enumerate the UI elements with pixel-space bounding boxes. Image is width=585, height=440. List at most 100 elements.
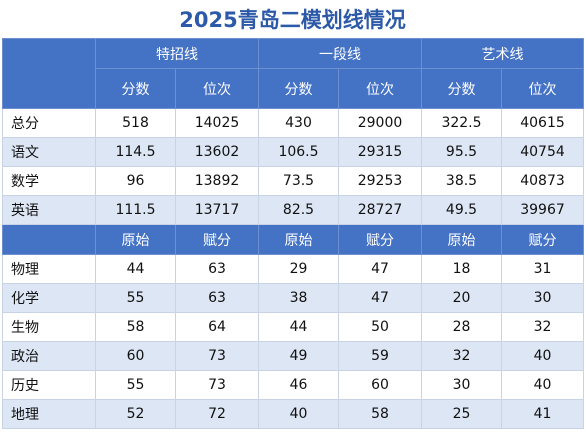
table-cell: 18 (421, 254, 502, 284)
score-table: 特招线 一段线 艺术线 分数 位次 分数 位次 分数 位次 总分 518 14025… (2, 38, 584, 429)
table-cell: 40754 (501, 137, 584, 167)
table-cell: 44 (258, 312, 339, 342)
table-cell: 58 (338, 399, 422, 429)
row-label: 历史 (2, 370, 96, 400)
sub-header: 位次 (501, 68, 584, 109)
table-cell: 29253 (338, 166, 422, 196)
table-cell: 73 (175, 341, 259, 371)
row-label: 地理 (2, 399, 96, 429)
table-cell: 13892 (175, 166, 259, 196)
table-cell: 39967 (501, 195, 584, 225)
row-label: 生物 (2, 312, 96, 342)
table-cell: 25 (421, 399, 502, 429)
table-cell: 32 (421, 341, 502, 371)
corner-cell (2, 38, 96, 109)
row-label: 数学 (2, 166, 96, 196)
group-header-row: 特招线 一段线 艺术线 (2, 38, 584, 109)
table-cell: 518 (95, 108, 176, 138)
table-cell: 114.5 (95, 137, 176, 167)
table-cell: 322.5 (421, 108, 502, 138)
table-cell: 63 (175, 283, 259, 313)
table-row: 政治 60 73 49 59 32 40 (2, 341, 584, 371)
table-row: 物理 44 63 29 47 18 31 (2, 254, 584, 284)
table-cell: 49.5 (421, 195, 502, 225)
table-cell: 28 (421, 312, 502, 342)
table-row: 历史 55 73 46 60 30 40 (2, 370, 584, 400)
group-header: 特招线 (95, 38, 259, 69)
row-label: 总分 (2, 108, 96, 138)
table-row: 地理 52 72 40 58 25 41 (2, 399, 584, 429)
table-cell: 430 (258, 108, 339, 138)
table-cell: 40 (258, 399, 339, 429)
row-label: 化学 (2, 283, 96, 313)
table-cell: 55 (95, 283, 176, 313)
table-cell: 59 (338, 341, 422, 371)
table-row: 英语 111.5 13717 82.5 28727 49.5 39967 (2, 195, 584, 225)
table-cell: 72 (175, 399, 259, 429)
table-cell: 41 (501, 399, 584, 429)
table-cell: 40873 (501, 166, 584, 196)
table-cell: 111.5 (95, 195, 176, 225)
sub-header-row: 分数 位次 分数 位次 分数 位次 (3, 68, 584, 109)
table-cell: 32 (501, 312, 584, 342)
sub-header-row: 原始 赋分 原始 赋分 原始 赋分 (2, 224, 584, 255)
row-label: 政治 (2, 341, 96, 371)
sub-header: 赋分 (501, 224, 584, 255)
table-cell: 30 (421, 370, 502, 400)
table-cell: 60 (338, 370, 422, 400)
table-cell: 47 (338, 283, 422, 313)
row-label: 语文 (2, 137, 96, 167)
table-row: 化学 55 63 38 47 20 30 (2, 283, 584, 313)
table-cell: 20 (421, 283, 502, 313)
table-cell: 40615 (501, 108, 584, 138)
sub-header: 原始 (95, 224, 176, 255)
row-label: 英语 (2, 195, 96, 225)
row-label: 物理 (2, 254, 96, 284)
table-cell: 95.5 (421, 137, 502, 167)
table-cell: 55 (95, 370, 176, 400)
table-cell: 29315 (338, 137, 422, 167)
table-cell: 29 (258, 254, 339, 284)
table-row: 总分 518 14025 430 29000 322.5 40615 (2, 108, 584, 138)
table-cell: 60 (95, 341, 176, 371)
table-cell: 30 (501, 283, 584, 313)
table-cell: 40 (501, 370, 584, 400)
table-row: 语文 114.5 13602 106.5 29315 95.5 40754 (2, 137, 584, 167)
sub-header: 赋分 (338, 224, 422, 255)
table-cell: 106.5 (258, 137, 339, 167)
sub-header: 原始 (421, 224, 502, 255)
sub-header: 分数 (95, 68, 176, 109)
page-title: 2025青岛二模划线情况 (179, 8, 406, 32)
table-cell: 28727 (338, 195, 422, 225)
table-cell: 29000 (338, 108, 422, 138)
table-cell: 73.5 (258, 166, 339, 196)
table-row: 数学 96 13892 73.5 29253 38.5 40873 (2, 166, 584, 196)
sub-header: 位次 (175, 68, 259, 109)
table-cell: 82.5 (258, 195, 339, 225)
table-cell: 52 (95, 399, 176, 429)
corner-cell (2, 224, 96, 255)
sub-header: 分数 (421, 68, 502, 109)
table-cell: 38 (258, 283, 339, 313)
table-cell: 63 (175, 254, 259, 284)
table-cell: 49 (258, 341, 339, 371)
table-cell: 73 (175, 370, 259, 400)
table-cell: 13717 (175, 195, 259, 225)
group-header: 一段线 (258, 38, 422, 69)
sub-header: 分数 (258, 68, 339, 109)
table-cell: 46 (258, 370, 339, 400)
table-cell: 96 (95, 166, 176, 196)
table-cell: 14025 (175, 108, 259, 138)
table-cell: 64 (175, 312, 259, 342)
sub-header: 原始 (258, 224, 339, 255)
table-cell: 31 (501, 254, 584, 284)
table-cell: 40 (501, 341, 584, 371)
table-cell: 50 (338, 312, 422, 342)
table-cell: 47 (338, 254, 422, 284)
table-cell: 44 (95, 254, 176, 284)
table-row: 生物 58 64 44 50 28 32 (2, 312, 584, 342)
sub-header: 位次 (338, 68, 422, 109)
sub-header: 赋分 (175, 224, 259, 255)
group-header: 艺术线 (421, 38, 584, 69)
table-cell: 58 (95, 312, 176, 342)
